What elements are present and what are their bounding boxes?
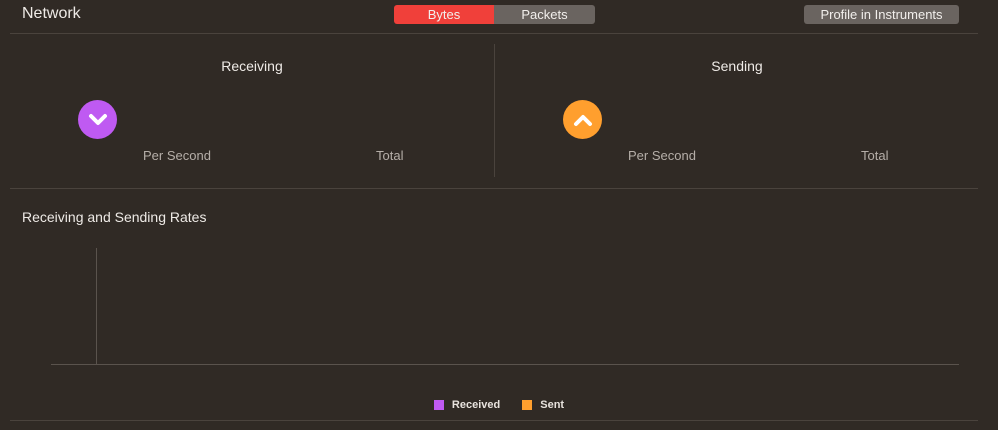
chevron-down-icon [88, 113, 107, 125]
header-divider [10, 33, 978, 34]
segment-bytes[interactable]: Bytes [394, 5, 494, 24]
bytes-packets-segmented-control[interactable]: Bytes Packets [394, 5, 595, 24]
legend-swatch-received [433, 400, 444, 410]
bottom-divider [10, 420, 978, 421]
page-title: Network [22, 5, 81, 22]
legend-swatch-sent [522, 400, 533, 410]
legend-label-sent: Sent [540, 399, 565, 411]
column-divider [494, 44, 495, 177]
segment-packets[interactable]: Packets [494, 5, 595, 24]
sending-per-second-label: Per Second [628, 148, 696, 163]
legend-item-sent: Sent [522, 399, 564, 411]
chart-title: Receiving and Sending Rates [22, 209, 207, 225]
legend-item-received: Received [433, 399, 501, 411]
stats-divider [10, 188, 978, 189]
profile-in-instruments-button[interactable]: Profile in Instruments [804, 5, 959, 24]
chevron-up-icon [573, 114, 592, 126]
sending-indicator [563, 100, 602, 139]
legend-label-received: Received [451, 399, 501, 411]
receiving-indicator [78, 100, 117, 139]
chart-legend: Received Sent [0, 398, 998, 412]
sending-title: Sending [711, 58, 763, 74]
receiving-total-label: Total [376, 148, 404, 163]
sending-total-label: Total [861, 148, 889, 163]
receiving-per-second-label: Per Second [143, 148, 211, 163]
receiving-title: Receiving [221, 58, 283, 74]
